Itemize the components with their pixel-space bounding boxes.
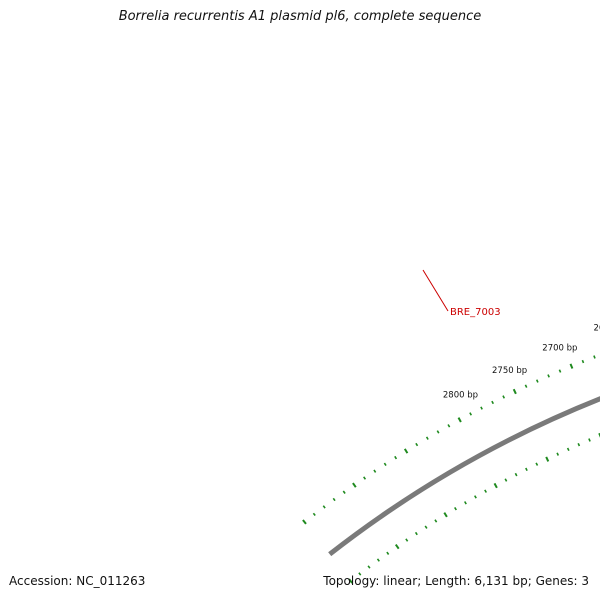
minor-tick xyxy=(386,551,390,555)
minor-tick xyxy=(373,469,377,473)
major-tick xyxy=(457,417,462,423)
major-tick xyxy=(348,578,353,584)
minor-tick xyxy=(405,538,409,542)
minor-tick xyxy=(312,512,316,516)
minor-tick xyxy=(556,452,560,456)
minor-tick xyxy=(588,438,591,442)
minor-tick xyxy=(332,497,336,502)
inner-tick-ring xyxy=(348,432,600,584)
minor-tick xyxy=(581,359,585,364)
minor-tick xyxy=(577,442,581,447)
minor-tick xyxy=(436,430,440,434)
major-tick xyxy=(394,544,400,550)
major-tick xyxy=(302,519,307,525)
minor-tick xyxy=(383,462,387,467)
major-tick xyxy=(545,456,550,462)
minor-tick xyxy=(363,476,367,480)
gene-label-bre-7003[interactable]: BRE_7003 xyxy=(450,307,501,318)
minor-tick xyxy=(480,406,483,410)
major-tick xyxy=(352,482,357,488)
minor-tick xyxy=(414,531,418,536)
minor-tick xyxy=(547,374,550,378)
sequence-backbone xyxy=(328,396,600,557)
outer-tick-ring xyxy=(302,355,596,525)
tick-label: 2650 bp xyxy=(594,323,600,333)
minor-tick xyxy=(394,455,398,460)
minor-tick xyxy=(454,506,457,511)
minor-tick xyxy=(358,572,362,576)
minor-tick xyxy=(425,436,429,440)
minor-tick xyxy=(535,379,539,383)
major-tick xyxy=(512,388,517,395)
topology-summary: Topology: linear; Length: 6,131 bp; Gene… xyxy=(323,574,589,588)
minor-tick xyxy=(491,400,495,405)
minor-tick xyxy=(484,489,487,493)
minor-tick xyxy=(502,395,506,399)
minor-tick xyxy=(376,558,380,562)
minor-tick xyxy=(447,424,451,428)
map-title: Borrelia recurrentis A1 plasmid pl6, com… xyxy=(118,9,482,24)
minor-tick xyxy=(514,472,518,477)
minor-tick xyxy=(415,442,419,447)
minor-tick xyxy=(524,384,528,388)
minor-tick xyxy=(593,355,596,359)
gene-label-leader-line xyxy=(422,269,449,312)
major-tick xyxy=(493,482,498,489)
minor-tick xyxy=(322,505,326,509)
minor-tick xyxy=(434,519,438,523)
minor-tick xyxy=(525,467,528,472)
minor-tick xyxy=(558,369,562,373)
tick-label: 2700 bp xyxy=(542,344,577,354)
major-tick xyxy=(403,448,409,454)
tick-label: 2750 bp xyxy=(492,366,527,376)
minor-tick xyxy=(535,462,539,466)
minor-tick xyxy=(504,478,508,482)
minor-tick xyxy=(342,490,346,494)
minor-tick xyxy=(474,495,477,499)
minor-tick xyxy=(424,525,428,529)
minor-tick xyxy=(464,501,467,505)
major-tick xyxy=(569,363,574,369)
accession-label: Accession: NC_011263 xyxy=(9,574,146,588)
tick-label: 2800 bp xyxy=(443,391,478,401)
tick-label-group: 2300 bp2350 bp2400 bp2450 bp2500 bp2550 … xyxy=(443,323,600,401)
minor-tick xyxy=(367,565,371,569)
minor-tick xyxy=(566,447,570,452)
minor-tick xyxy=(469,412,473,416)
major-tick xyxy=(443,512,448,518)
